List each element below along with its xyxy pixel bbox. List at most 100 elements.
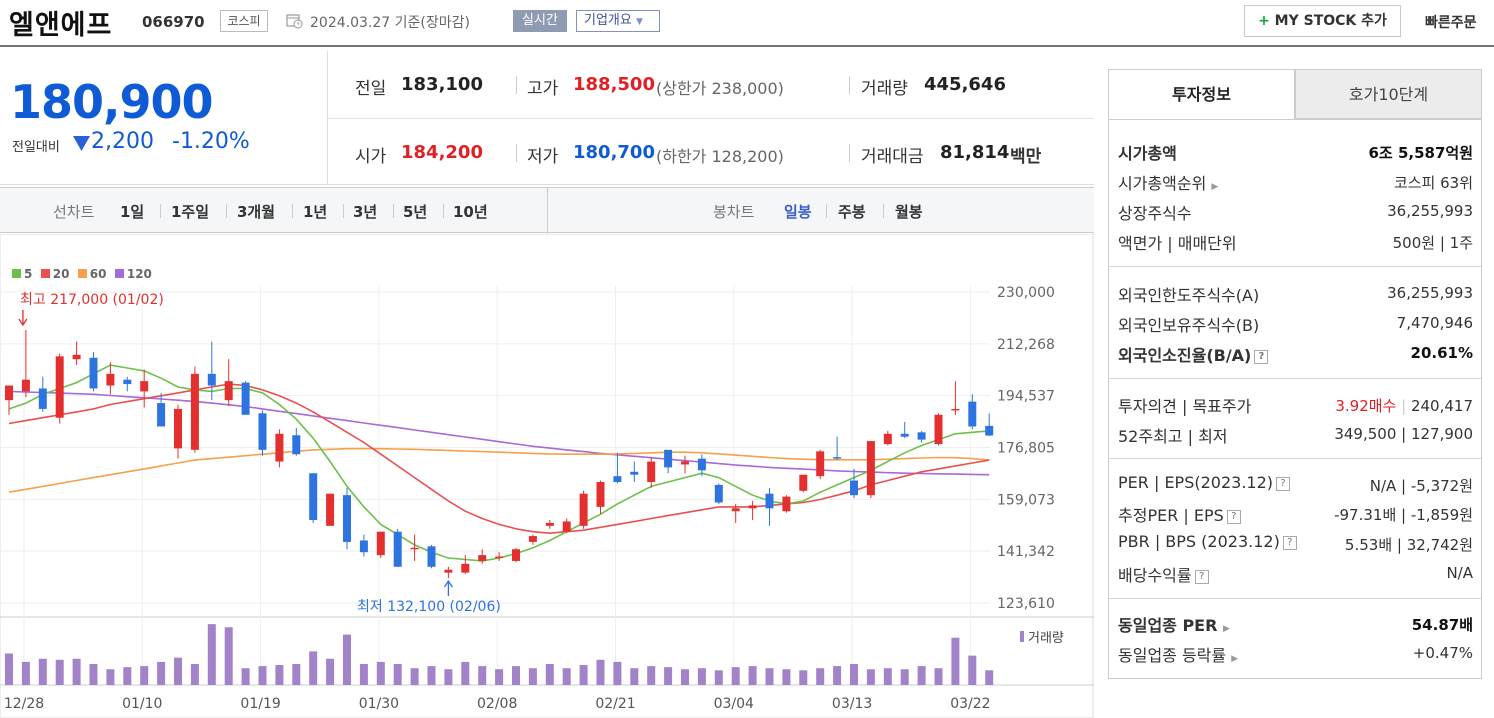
vs-prev-label: 전일대비 bbox=[12, 140, 60, 155]
volume-bar bbox=[55, 659, 64, 685]
volume-bar bbox=[697, 668, 706, 685]
sector-per-label[interactable]: 동일업종 PER ▶ bbox=[1118, 616, 1230, 635]
volume-bar bbox=[613, 661, 622, 685]
market-cap-rank-label[interactable]: 시가총액순위 ▶ bbox=[1118, 174, 1219, 193]
volume-bar bbox=[461, 661, 470, 685]
legend-item-ma120: 120 bbox=[114, 267, 152, 281]
sector-rate-label[interactable]: 동일업종 등락률 ▶ bbox=[1118, 646, 1239, 665]
volume-bar bbox=[579, 665, 588, 685]
volume-bar bbox=[444, 669, 453, 685]
period-3m[interactable]: 3개월 bbox=[237, 203, 276, 221]
candle-body bbox=[444, 569, 453, 573]
high-value: 188,500 bbox=[573, 74, 655, 95]
period-1w[interactable]: 1주일 bbox=[171, 203, 210, 221]
period-10y[interactable]: 10년 bbox=[453, 203, 488, 221]
volume-bar bbox=[816, 668, 825, 685]
foreign-limit-label: 외국인한도주식수(A) bbox=[1118, 286, 1260, 305]
candle-body bbox=[258, 413, 267, 450]
candle-weekly[interactable]: 주봉 bbox=[838, 203, 866, 221]
candle-body bbox=[866, 441, 875, 496]
volume-bar bbox=[968, 655, 977, 685]
prev-close-value: 183,100 bbox=[401, 74, 483, 95]
candle-body bbox=[748, 505, 757, 509]
plus-icon: + bbox=[1258, 13, 1270, 29]
current-price: 180,900 bbox=[10, 75, 214, 129]
candle-body bbox=[359, 540, 368, 553]
candle-body bbox=[545, 522, 554, 526]
price-summary: 180,900 전일대비 2,200 -1.20% 전일 183,100 고가 … bbox=[0, 51, 1094, 185]
foreign-ratio-value: 20.61% bbox=[1410, 344, 1473, 362]
volume-bar bbox=[782, 669, 791, 685]
tab-orderbook[interactable]: 호가10단계 bbox=[1295, 69, 1482, 119]
volume-bar bbox=[123, 667, 132, 685]
volume-bar bbox=[714, 670, 723, 685]
volume-bar bbox=[224, 627, 233, 685]
divider bbox=[160, 204, 161, 218]
divider bbox=[516, 76, 517, 94]
period-5y[interactable]: 5년 bbox=[403, 203, 428, 221]
quick-order-button[interactable]: 빠른주문 bbox=[1425, 15, 1477, 31]
help-icon[interactable]: ? bbox=[1194, 569, 1209, 584]
volume-bar bbox=[157, 661, 166, 685]
help-icon[interactable]: ? bbox=[1254, 349, 1269, 364]
high-label: 고가 bbox=[527, 79, 559, 99]
volume-bar bbox=[681, 669, 689, 685]
help-icon[interactable]: ? bbox=[1276, 476, 1290, 491]
x-tick-label: 01/19 bbox=[240, 696, 280, 712]
market-cap-rank-value: 코스피 63위 bbox=[1393, 174, 1473, 192]
divider bbox=[883, 204, 884, 218]
volume-bar bbox=[900, 669, 909, 685]
low-value: 180,700 bbox=[573, 142, 655, 163]
volume-bar bbox=[850, 664, 858, 685]
volume-bar bbox=[934, 668, 943, 685]
est-per-eps-label: 추정PER | EPS? bbox=[1118, 502, 1241, 526]
price-rate: -1.20% bbox=[172, 129, 250, 154]
tab-investment-info[interactable]: 투자정보 bbox=[1108, 69, 1295, 119]
volume-bar bbox=[866, 669, 875, 685]
listed-shares-label: 상장주식수 bbox=[1118, 204, 1192, 223]
x-tick-label: 02/21 bbox=[595, 696, 635, 712]
info-body: 시가총액 6조 5,587억원 시가총액순위 ▶ 코스피 63위 상장주식수 3… bbox=[1108, 119, 1482, 679]
candle-body bbox=[89, 357, 98, 389]
realtime-button[interactable]: 실시간 bbox=[513, 10, 567, 32]
candle-body bbox=[174, 408, 182, 449]
candle-body bbox=[883, 433, 892, 445]
low-arrow-head bbox=[443, 579, 453, 588]
period-1y[interactable]: 1년 bbox=[303, 203, 328, 221]
candle-body bbox=[934, 414, 943, 445]
candle-body bbox=[731, 508, 740, 512]
volume-bar bbox=[478, 666, 487, 685]
legend-item-ma60: 60 bbox=[77, 267, 106, 281]
period-1d[interactable]: 1일 bbox=[120, 203, 145, 221]
candle-daily[interactable]: 일봉 bbox=[784, 203, 812, 221]
candle-body bbox=[782, 496, 791, 512]
volume-bar bbox=[275, 665, 284, 685]
help-icon[interactable]: ? bbox=[1282, 535, 1297, 550]
volume-legend-label: 거래량 bbox=[1028, 631, 1064, 646]
candle-body bbox=[55, 356, 64, 418]
divider bbox=[1109, 458, 1481, 459]
y-tick-label: 176,805 bbox=[997, 441, 1055, 457]
volume-bar bbox=[376, 661, 385, 685]
volume-bar bbox=[258, 666, 267, 685]
x-tick-label: 12/28 bbox=[4, 696, 44, 712]
candle-monthly[interactable]: 월봉 bbox=[895, 203, 923, 221]
candle-body bbox=[951, 408, 960, 411]
volume-bar bbox=[326, 658, 335, 685]
divider bbox=[516, 144, 517, 162]
candle-body bbox=[900, 433, 909, 437]
period-3y[interactable]: 3년 bbox=[353, 203, 378, 221]
lower-limit: (하한가 128,200) bbox=[656, 147, 784, 166]
add-my-stock-button[interactable]: + MY STOCK 추가 bbox=[1244, 5, 1401, 37]
chart-frame bbox=[0, 234, 1094, 718]
company-overview-dropdown[interactable]: 기업개요 ▼ bbox=[576, 10, 660, 32]
x-tick-label: 03/22 bbox=[950, 696, 990, 712]
volume-bar bbox=[799, 670, 808, 685]
divider bbox=[443, 204, 444, 218]
help-icon[interactable]: ? bbox=[1226, 509, 1241, 524]
date-text: 2024.03.27 기준(장마감) bbox=[310, 15, 470, 31]
volume-bar bbox=[72, 658, 81, 685]
divider bbox=[849, 144, 850, 162]
divider bbox=[1109, 598, 1481, 599]
par-value-label: 액면가 | 매매단위 bbox=[1118, 234, 1237, 253]
